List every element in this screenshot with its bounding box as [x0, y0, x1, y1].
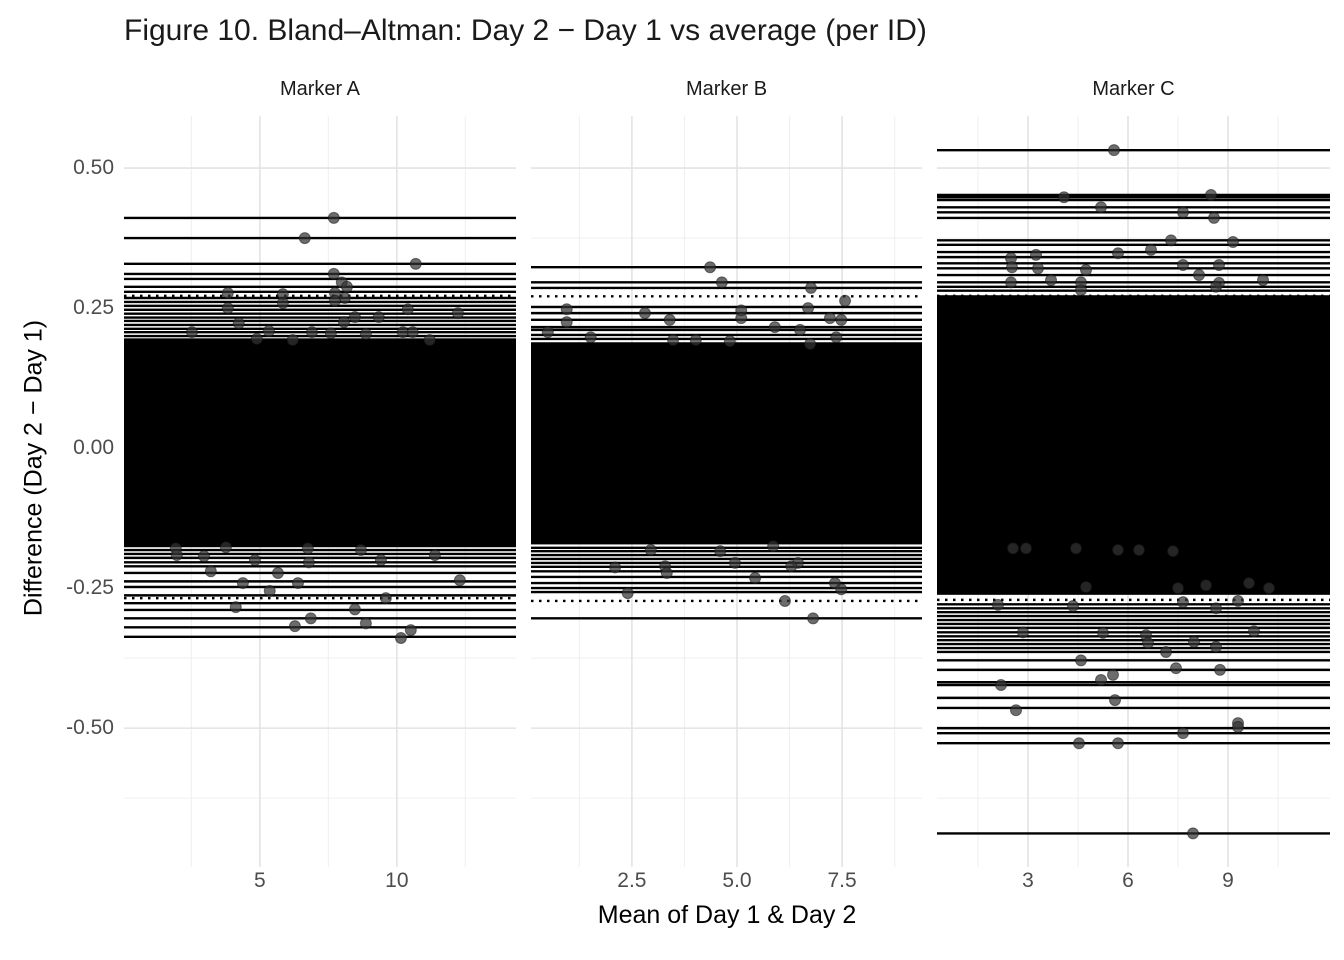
y-tick-label: -0.25: [66, 576, 114, 600]
data-points: [169, 211, 466, 644]
data-points: [992, 144, 1275, 840]
x-tick-label: 2.5: [617, 869, 647, 892]
y-tick-label: 0.00: [73, 436, 114, 460]
dense-line-band: [531, 342, 922, 545]
panel-marker-a: [124, 116, 516, 867]
panel-marker-b: [531, 116, 922, 867]
data-points: [541, 261, 852, 625]
per-id-hlines: [937, 148, 1330, 835]
panel-marker-c: [937, 116, 1330, 867]
x-tick-label: 6: [1122, 869, 1134, 892]
per-id-hlines: [531, 266, 922, 620]
y-tick-label: -0.50: [66, 716, 114, 740]
limits-of-agreement-dotted: [124, 294, 516, 600]
facet-label-marker-c: Marker C: [1092, 78, 1175, 100]
figure-title: Figure 10. Bland–Altman: Day 2 − Day 1 v…: [124, 14, 927, 47]
per-id-hlines: [124, 216, 516, 639]
limits-of-agreement-dotted: [531, 295, 922, 603]
y-tick-label: 0.25: [73, 296, 114, 320]
limits-of-agreement-dotted: [937, 294, 1330, 602]
x-tick-label: 3: [1022, 869, 1034, 892]
dense-line-band: [937, 295, 1330, 595]
y-tick-label: 0.50: [73, 156, 114, 180]
dense-line-band: [124, 338, 516, 548]
x-tick-label: 9: [1222, 869, 1234, 892]
x-tick-label: 7.5: [827, 869, 857, 892]
facet-label-marker-a: Marker A: [279, 78, 361, 100]
x-tick-label: 5: [254, 869, 266, 892]
x-tick-label: 10: [385, 869, 409, 892]
y-axis-title: Difference (Day 2 − Day 1): [19, 319, 48, 617]
x-tick-label: 5.0: [722, 869, 752, 892]
x-axis-title: Mean of Day 1 & Day 2: [597, 901, 857, 929]
facet-label-marker-b: Marker B: [685, 78, 768, 100]
